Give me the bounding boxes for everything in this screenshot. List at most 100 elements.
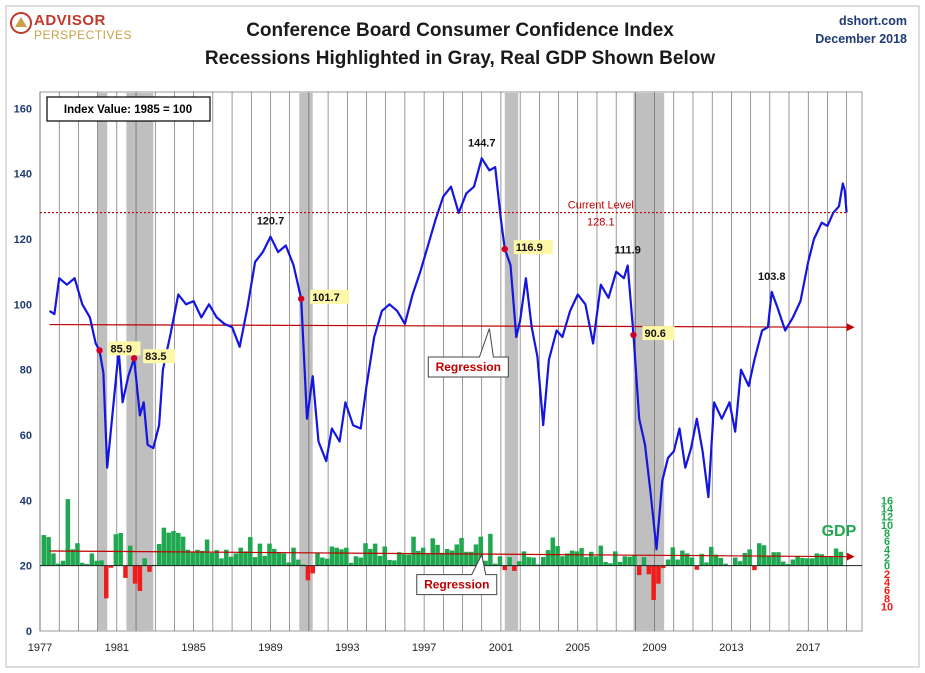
x-tick-label: 2013 <box>719 642 743 654</box>
point-label: 101.7 <box>312 292 340 304</box>
gdp-bar <box>84 564 90 566</box>
gdp-bar <box>684 553 690 566</box>
gdp-bar <box>608 563 613 566</box>
source-site: dshort.com <box>838 14 907 28</box>
gdp-bar <box>137 565 143 591</box>
index-value-box <box>46 96 211 122</box>
gdp-bar <box>468 551 474 566</box>
gdp-bar <box>252 557 258 566</box>
gdp-bar <box>766 556 772 566</box>
gdp-bar <box>814 553 820 566</box>
source-block: dshort.com December 2018 <box>815 12 907 48</box>
gdp-bar <box>344 547 349 566</box>
gdp-bar <box>564 553 570 566</box>
x-tick-label: 1977 <box>28 642 52 654</box>
gdp-bar <box>118 533 123 566</box>
gdp-bar <box>104 565 109 599</box>
gdp-axis-tick-label: 4 <box>884 544 891 556</box>
gdp-bar <box>257 543 263 566</box>
gdp-bar <box>689 557 695 566</box>
highlight-marker <box>501 245 508 253</box>
confidence-index-line <box>48 157 848 551</box>
gdp-bar <box>473 544 479 566</box>
gdp-bar <box>334 547 339 566</box>
gdp-bar <box>569 550 575 566</box>
gdp-bar <box>829 556 834 566</box>
y-tick-label: 120 <box>14 234 32 246</box>
gdp-axis-tick-label: 2 <box>884 553 890 565</box>
gdp-bar <box>70 549 75 566</box>
gdp-bar <box>752 565 757 571</box>
gdp-bar <box>598 545 604 566</box>
point-label: 120.7 <box>257 216 285 228</box>
gdp-bar <box>300 564 306 566</box>
gdp-bar <box>670 547 676 566</box>
gdp-bar <box>660 565 666 569</box>
gdp-axis-tick-label: 8 <box>884 528 890 540</box>
gdp-bar <box>449 550 455 566</box>
gdp-bar <box>243 551 248 566</box>
x-tick-label: 1985 <box>181 642 205 654</box>
gdp-bar <box>171 530 176 566</box>
gdp-bar <box>348 562 354 566</box>
gdp-bar <box>588 551 594 566</box>
gdp-regression-line <box>49 550 847 558</box>
gdp-bar <box>305 565 311 581</box>
gdp-bar <box>233 553 239 566</box>
gdp-bar <box>488 533 493 566</box>
gdp-bar <box>732 557 738 566</box>
gdp-bar <box>435 544 440 566</box>
gdp-axis-tick-label: 12 <box>881 512 893 524</box>
chart-subtitle: Recessions Highlighted in Gray, Real GDP… <box>204 48 716 69</box>
highlight-marker <box>130 355 138 362</box>
gdp-bar <box>531 557 536 566</box>
gdp-bar <box>411 536 416 566</box>
gdp-bar <box>497 556 503 566</box>
y-tick-label: 100 <box>14 299 32 311</box>
gdp-axis-tick-label: 6 <box>884 536 890 548</box>
point-label: 144.7 <box>468 137 496 149</box>
gdp-bar <box>108 565 114 568</box>
gdp-bar <box>785 564 791 566</box>
x-tick-label: 2005 <box>566 642 590 654</box>
gdp-bar <box>646 565 652 575</box>
gdp-bar <box>521 551 527 566</box>
current-level-label: Current Level <box>568 200 634 212</box>
point-label-background <box>108 341 141 356</box>
gdp-bar <box>296 559 301 566</box>
gdp-bar <box>60 560 66 566</box>
gdp-bar <box>516 561 522 566</box>
gdp-bar <box>123 565 128 578</box>
gdp-bar <box>132 565 138 584</box>
gdp-bar <box>584 557 589 566</box>
gdp-axis-tick-label: 10 <box>881 602 893 614</box>
gdp-bar <box>329 546 335 566</box>
highlight-marker <box>96 347 103 354</box>
gdp-bar <box>286 562 291 566</box>
gdp-bar <box>200 550 205 566</box>
x-tick-label: 2001 <box>489 642 513 654</box>
gdp-bar <box>267 543 272 566</box>
gdp-bar <box>776 552 781 566</box>
gdp-bar <box>651 565 656 600</box>
y-tick-label: 20 <box>20 561 32 573</box>
gdp-bar <box>761 545 767 566</box>
gdp-bar <box>540 557 546 566</box>
index-regression-callout-label: Regression <box>436 360 501 374</box>
gdp-bar <box>526 557 532 566</box>
y-tick-label: 140 <box>14 169 32 181</box>
gdp-bar <box>665 559 671 566</box>
gdp-bar <box>507 557 512 566</box>
gdp-regression-arrowhead <box>846 552 855 561</box>
recession-band <box>504 93 519 631</box>
gdp-bar <box>555 546 560 566</box>
point-label: 83.5 <box>145 351 166 363</box>
gdp-bar <box>675 559 680 566</box>
x-tick-label: 2009 <box>642 642 666 654</box>
gdp-bar <box>238 547 243 566</box>
gdp-bar <box>401 554 407 566</box>
gdp-bar <box>632 555 637 566</box>
gdp-bar <box>838 551 844 566</box>
gdp-bar <box>622 556 628 566</box>
gdp-bar <box>195 549 200 566</box>
